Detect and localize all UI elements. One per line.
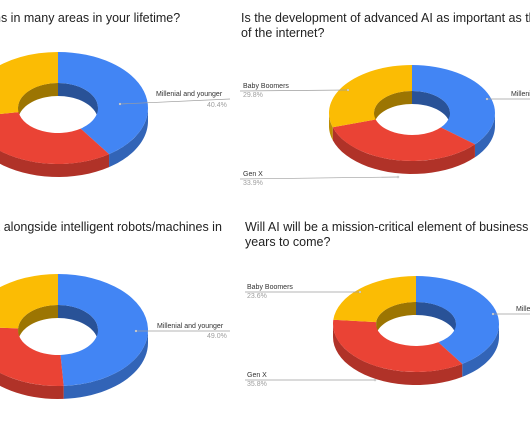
donut-4-value-baby-boomers: 23.6%	[247, 293, 267, 300]
donut-2-label-millenial-and-younger: Millenial and younger	[511, 91, 530, 98]
chart-title-2-line-1: Is the development of advanced AI as imp…	[241, 11, 530, 25]
chart-title-2: Is the development of advanced AI as imp…	[241, 11, 530, 41]
donut-4-slice-gen-x	[333, 319, 463, 372]
donut-2-slice-gen-x	[332, 119, 475, 161]
donut-4-outer-wall-millenial-and-younger	[462, 324, 499, 377]
donut-4-inner-wall-baby-boomers	[376, 302, 416, 336]
donut-1-slice-baby-boomers	[0, 52, 58, 114]
donut-chart-3: Millenial and younger 49.0%	[0, 274, 230, 399]
donut-4-leader-dot-gen-x	[373, 378, 377, 382]
donut-2-leader-dot-millenial-and-younger	[485, 97, 489, 101]
donut-2-outer-wall-baby-boomers	[329, 113, 333, 141]
donut-2-inner-wall-millenial-and-younger	[412, 91, 450, 126]
donut-1-slice-millenial-and-younger	[58, 52, 149, 155]
donut-4-label-baby-boomers: Baby Boomers	[247, 284, 293, 291]
donut-4-inner-wall-millenial-and-younger	[416, 302, 456, 337]
donut-3-label-millenial-and-younger: Millenial and younger	[157, 323, 224, 330]
donut-1-leader-millenial-and-younger	[119, 98, 231, 105]
donut-2-leader-dot-baby-boomers	[346, 88, 350, 92]
donut-4-label-millenial-and-younger: Millenial and younger	[516, 306, 530, 313]
chart-title-4-line-2: years to come?	[245, 235, 331, 249]
donut-4-label-gen-x: Gen X	[247, 372, 267, 379]
donut-3-slice-baby-boomers	[0, 274, 58, 329]
donut-2-leader-dot-gen-x	[396, 175, 400, 179]
donut-3-outer-wall-gen-x	[0, 372, 64, 399]
donut-3-slice-gen-x	[0, 327, 64, 386]
donut-2-label-gen-x: Gen X	[243, 171, 263, 178]
donut-3-leader-dot-millenial-and-younger	[134, 329, 138, 333]
donut-4-slice-baby-boomers	[333, 276, 416, 323]
donut-2-slice-baby-boomers	[328, 65, 412, 128]
chart-title-1: ns in many areas in your lifetime?	[0, 11, 180, 26]
chart-title-3: k alongside intelligent robots/machines …	[0, 220, 222, 235]
donut-1-inner-wall-millenial-and-younger	[58, 83, 98, 121]
chart-title-1-line-1: ns in many areas in your lifetime?	[0, 11, 181, 25]
donut-1-outer-wall-millenial-and-younger	[109, 108, 148, 168]
donut-chart-1: Millenial and younger 40.4%	[0, 52, 231, 177]
donut-2-outer-wall-gen-x	[332, 127, 475, 174]
donut-3-inner-wall-millenial-and-younger	[58, 305, 98, 343]
donut-3-outer-wall-millenial-and-younger	[63, 330, 148, 399]
donut-4-leader-dot-baby-boomers	[358, 290, 362, 294]
donut-3-slice-millenial-and-younger	[58, 274, 149, 386]
donut-3-inner-wall-baby-boomers	[18, 305, 58, 342]
donut-2-value-gen-x: 33.9%	[243, 180, 263, 187]
donut-1-outer-wall-gen-x	[0, 150, 110, 177]
donut-2-value-baby-boomers: 29.8%	[243, 92, 263, 99]
donut-1-value-millenial-and-younger: 40.4%	[207, 102, 227, 109]
donut-1-label-millenial-and-younger: Millenial and younger	[156, 91, 223, 98]
chart-title-4-line-1: Will AI will be a mission-critical eleme…	[245, 220, 530, 234]
donut-1-slice-gen-x	[0, 112, 110, 164]
donut-1-leader-dot-millenial-and-younger	[118, 102, 122, 106]
donut-1-inner-wall-baby-boomers	[18, 83, 58, 121]
donut-chart-4: Millenial and younger Gen X 35.8% Baby Boom…	[245, 276, 530, 388]
donut-2-label-baby-boomers: Baby Boomers	[243, 83, 289, 90]
donut-3-value-millenial-and-younger: 49.0%	[207, 333, 227, 340]
donut-4-outer-wall-gen-x	[333, 324, 463, 385]
chart-title-4: Will AI will be a mission-critical eleme…	[245, 220, 530, 250]
donut-4-value-gen-x: 35.8%	[247, 381, 267, 388]
donut-chart-2: Millenial and younger Gen X 33.9% Baby Boom…	[239, 65, 530, 187]
donut-4-leader-dot-millenial-and-younger	[491, 312, 495, 316]
donut-4-slice-millenial-and-younger	[416, 276, 499, 364]
donut-2-inner-wall-baby-boomers	[374, 91, 412, 126]
chart-title-3-line-1: k alongside intelligent robots/machines …	[0, 220, 222, 234]
donut-2-slice-millenial-and-younger	[412, 65, 495, 145]
donut-2-leader-baby-boomers	[239, 89, 349, 92]
donut-2-leader-gen-x	[239, 176, 399, 180]
donut-2-outer-wall-millenial-and-younger	[474, 113, 495, 158]
chart-title-2-line-2: of the internet?	[241, 26, 325, 40]
